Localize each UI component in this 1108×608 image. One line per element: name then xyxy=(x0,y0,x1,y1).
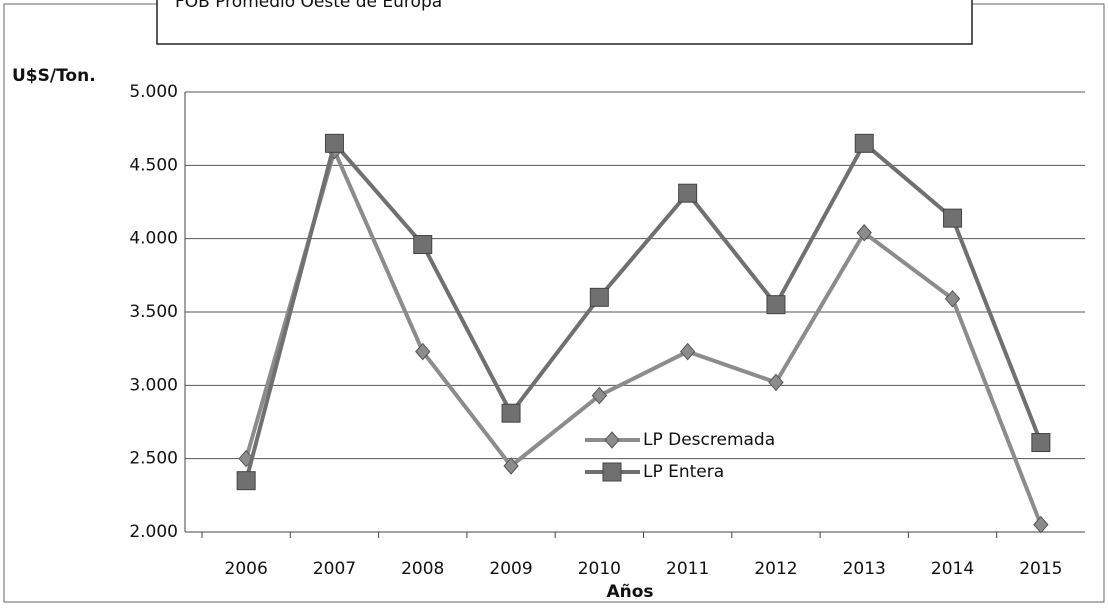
marker xyxy=(854,133,874,153)
x-tick-label: 2012 xyxy=(754,559,797,579)
y-tick-label: 5.000 xyxy=(129,82,178,102)
marker xyxy=(766,295,786,315)
marker xyxy=(768,373,784,392)
x-tick-label: 2015 xyxy=(1019,559,1062,579)
series-line xyxy=(244,144,1043,526)
x-tick-label: 2011 xyxy=(666,559,709,579)
x-tick-label: 2007 xyxy=(313,559,356,579)
marker xyxy=(679,342,696,361)
y-axis-label: U$S/Ton. xyxy=(12,66,96,86)
marker xyxy=(604,431,620,449)
x-tick-label: 2010 xyxy=(578,559,621,579)
x-axis-label: Años xyxy=(606,582,653,602)
marker xyxy=(501,403,521,423)
marker xyxy=(591,386,608,405)
x-tick-label: 2013 xyxy=(843,559,886,579)
marker xyxy=(943,208,963,228)
x-tick-label: 2014 xyxy=(931,559,974,579)
y-tick-label: 3.000 xyxy=(129,375,178,395)
marker xyxy=(1033,515,1049,534)
x-tick-label: 2008 xyxy=(401,559,444,579)
title-box xyxy=(156,0,973,45)
chart-title: FOB Promedio Oeste de Europa xyxy=(175,0,442,12)
marker xyxy=(602,462,622,482)
marker xyxy=(1031,433,1051,453)
y-tick-label: 2.500 xyxy=(129,449,178,469)
marker xyxy=(856,224,872,242)
marker xyxy=(413,235,433,255)
marker xyxy=(944,290,961,308)
marker xyxy=(236,471,256,491)
marker xyxy=(589,287,609,307)
y-tick-label: 2.000 xyxy=(129,522,178,542)
marker xyxy=(415,342,431,361)
legend-label: LP Entera xyxy=(643,462,724,482)
marker xyxy=(324,133,344,153)
marker xyxy=(503,457,519,475)
marker xyxy=(678,183,698,203)
y-tick-label: 3.500 xyxy=(129,302,178,322)
y-tick-label: 4.000 xyxy=(129,229,178,249)
y-tick-label: 4.500 xyxy=(129,155,178,175)
x-tick-label: 2009 xyxy=(489,559,532,579)
series-line xyxy=(244,139,1043,482)
legend-label: LP Descremada xyxy=(643,430,775,450)
x-tick-label: 2006 xyxy=(225,559,268,579)
